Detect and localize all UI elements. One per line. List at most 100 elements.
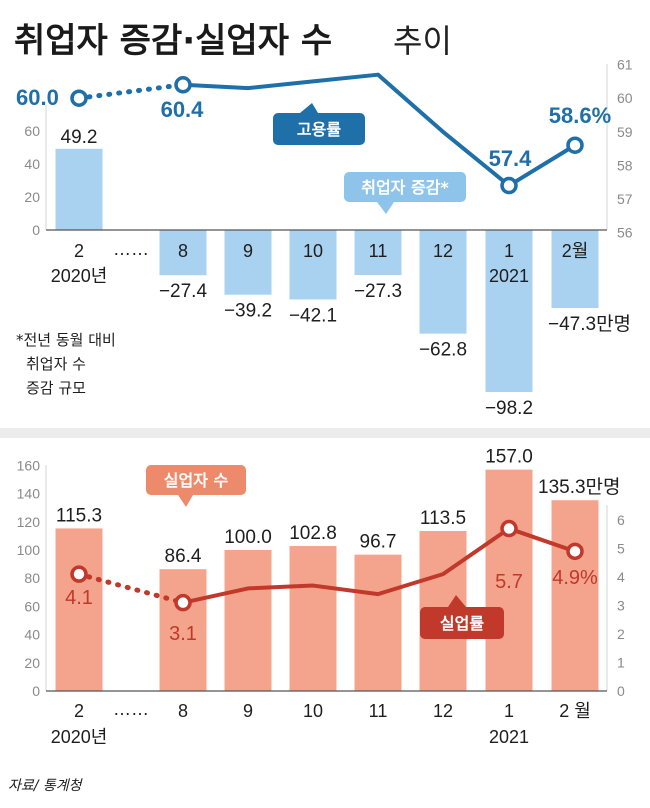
- bottom-left-tick: 100: [17, 542, 41, 558]
- bottom-category-label: 10: [303, 701, 323, 721]
- bottom-left-tick: 160: [17, 457, 41, 473]
- unemployed-bar: [159, 569, 207, 691]
- top-category-label: 8: [178, 241, 188, 261]
- note-line-2: 취업자 수: [26, 355, 86, 373]
- bottom-left-tick: 80: [24, 570, 40, 586]
- top-year-label: 2020년: [51, 266, 108, 286]
- note-line-1: *전년 동월 대비: [16, 331, 116, 349]
- unemployment-rate-label: 3.1: [169, 623, 197, 645]
- bottom-left-tick: 20: [24, 655, 40, 671]
- bottom-left-tick: 40: [24, 627, 40, 643]
- unemployed-bar: [485, 469, 533, 691]
- employment-rate-callout-pointer: [300, 103, 318, 113]
- top-category-label: 12: [433, 241, 453, 261]
- source-text: 자료/ 통계청: [8, 778, 84, 794]
- top-gap-label: ……: [113, 239, 149, 259]
- employment-rate-point: [500, 176, 518, 195]
- unemployed-bar: [224, 550, 272, 691]
- employment-value-label: −62.8: [419, 340, 467, 361]
- unemployment-rate-callout-box: [420, 607, 504, 639]
- bottom-left-tick: 120: [17, 514, 41, 530]
- employment-change-callout-pointer: [377, 202, 394, 214]
- employment-rate-label: 57.4: [489, 146, 533, 171]
- employment-bar: [354, 230, 402, 276]
- title-main: 취업자 증감·실업자 수: [14, 21, 332, 61]
- bottom-right-tick: 6: [617, 512, 625, 528]
- unemployed-bar: [55, 528, 103, 691]
- employment-change-callout-box: [344, 172, 466, 202]
- top-left-tick: 20: [24, 189, 40, 205]
- unemployed-callout-pointer: [178, 495, 193, 507]
- employment-value-label: −27.3: [354, 281, 402, 302]
- unemployment-rate-point: [70, 565, 88, 583]
- employment-rate-callout-box: [273, 113, 365, 145]
- unemployment-rate-callout-text: 실업률: [440, 614, 484, 633]
- unemployment-rate-label: 4.9%: [552, 567, 598, 589]
- employment-value-label: −27.4: [159, 281, 208, 302]
- unemployed-value-label: 102.8: [289, 523, 337, 544]
- employment-bar: [55, 148, 103, 230]
- bottom-category-label: 8: [178, 701, 188, 721]
- bottom-right-tick: 3: [617, 598, 625, 614]
- unemployed-bar: [354, 554, 402, 691]
- unemployed-value-label: 115.3: [56, 505, 102, 526]
- top-right-tick: 57: [617, 191, 633, 207]
- top-right-tick: 59: [617, 124, 633, 140]
- unemployed-callout-box: [146, 465, 246, 495]
- unemployment-rate-point: [566, 542, 584, 561]
- employment-rate-label: 58.6%: [549, 103, 611, 128]
- top-right-tick: 58: [617, 157, 633, 173]
- unemployed-bar: [551, 500, 599, 691]
- unemployed-value-label: 86.4: [165, 546, 202, 567]
- bottom-right-tick: 2: [617, 626, 625, 642]
- unemployed-value-label: 100.0: [224, 527, 272, 548]
- bottom-left-tick: 140: [17, 486, 41, 502]
- unemployed-bar: [289, 546, 337, 691]
- bottom-category-label: 1: [504, 701, 514, 721]
- employment-rate-point: [174, 76, 192, 94]
- top-right-tick: 60: [617, 90, 633, 106]
- unemployed-value-label: 135.3만명: [538, 476, 621, 498]
- top-category-label: 10: [303, 241, 323, 261]
- note-line-3: 증감 규모: [26, 379, 86, 397]
- employment-change-callout-text: 취업자 증감*: [361, 178, 449, 197]
- employment-rate-callout-text: 고용률: [297, 120, 341, 139]
- employment-bar: [289, 230, 337, 300]
- unemployed-value-label: 96.7: [360, 532, 397, 553]
- bottom-year-label: 2021: [489, 727, 529, 747]
- unemployment-rate-point: [500, 519, 518, 538]
- unemployment-panel: 0204060801001201401600123456115.386.4100…: [17, 447, 625, 747]
- top-left-tick: 40: [24, 156, 40, 172]
- bottom-year-label: 2020년: [51, 727, 108, 747]
- top-category-label: 1: [504, 241, 514, 261]
- top-right-tick: 56: [617, 225, 633, 241]
- top-left-tick: 0: [32, 222, 40, 238]
- employment-bar: [485, 230, 533, 393]
- panel-divider: [0, 428, 650, 438]
- employment-bar: [551, 230, 599, 309]
- top-right-tick: 61: [617, 57, 633, 73]
- employment-bar: [224, 230, 272, 295]
- employment-rate-label: 60.4: [161, 97, 205, 122]
- bottom-left-tick: 0: [32, 683, 40, 699]
- top-category-label: 9: [243, 241, 253, 261]
- bottom-right-tick: 1: [617, 655, 625, 671]
- employment-bar: [419, 230, 467, 334]
- bottom-right-tick: 4: [617, 569, 625, 585]
- employment-bar: [159, 230, 207, 276]
- top-category-label: 2월: [562, 241, 589, 261]
- unemployment-rate-label: 4.1: [65, 587, 93, 609]
- top-category-label: 11: [369, 241, 388, 261]
- unemployed-callout-text: 실업자 수: [164, 471, 229, 490]
- top-category-label: 2: [74, 241, 84, 261]
- employment-value-label: −47.3만명: [548, 313, 631, 335]
- bottom-gap-label: ……: [113, 699, 149, 719]
- employment-panel: 0 20 40 60 56 57 58 59 60 61 49.2 −27.4 −39.2 −42.1 −2…: [16, 57, 633, 419]
- bottom-left-tick: 60: [24, 598, 40, 614]
- employment-rate-point: [566, 136, 584, 154]
- unemployment-rate-point: [174, 593, 192, 612]
- unemployment-rate-callout-pointer: [448, 595, 466, 607]
- bottom-right-tick: 0: [617, 683, 625, 699]
- employment-rate-dotted: [76, 82, 186, 101]
- bottom-category-label: 2 월: [559, 701, 591, 721]
